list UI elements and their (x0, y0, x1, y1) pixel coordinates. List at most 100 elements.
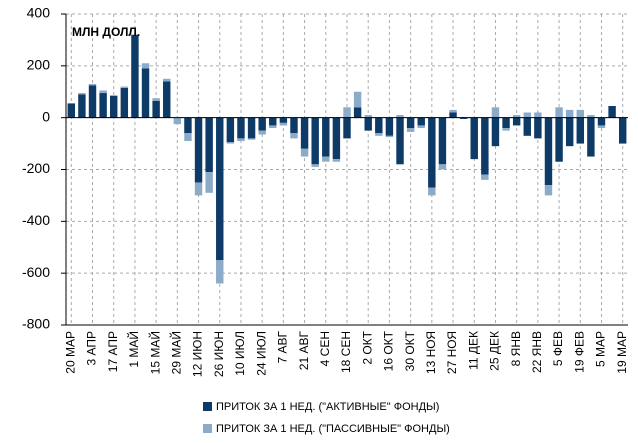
bar-segment (343, 107, 351, 118)
bar-segment (205, 117, 213, 173)
bar-segment (258, 130, 266, 135)
bar-segment (279, 117, 288, 123)
x-tick-label: 20 МАР (63, 331, 77, 374)
bar-segment (99, 90, 107, 94)
x-tick-label: 3 АПР (85, 331, 99, 366)
bar-segment (502, 117, 510, 129)
bar-segment (163, 81, 171, 118)
legend-label: ПРИТОК ЗА 1 НЕД. ("АКТИВНЫЕ" ФОНДЫ) (216, 401, 439, 413)
x-tick-label: 21 АВГ (297, 330, 311, 370)
bar-segment (364, 115, 372, 118)
y-tick-label: 400 (27, 5, 51, 21)
bar-segment (226, 117, 235, 143)
bar-segment (88, 85, 97, 118)
bar-segment (269, 117, 277, 126)
bar-segment (343, 117, 351, 139)
y-tick-label: -600 (22, 264, 50, 280)
x-tick-label: 22 ЯНВ (530, 331, 544, 373)
x-tick-label: 4 СЕН (318, 331, 332, 366)
bar-segment (364, 117, 372, 131)
bar-segment (597, 117, 606, 126)
bar-segment (375, 133, 383, 136)
bar-segment (534, 117, 542, 139)
bar-segment (184, 117, 192, 134)
bar-segment (269, 125, 277, 129)
bar-segment (406, 117, 415, 129)
x-tick-label: 5 ФЕВ (551, 331, 565, 366)
bar-segment (120, 86, 129, 88)
bar-segment (406, 128, 415, 132)
bar-segment (576, 109, 584, 118)
legend-marker (203, 424, 212, 433)
x-tick-label: 16 ОКТ (382, 330, 396, 371)
x-tick-label: 25 ДЕК (488, 331, 502, 371)
y-tick-label: 0 (42, 108, 50, 124)
bar-segment (67, 103, 76, 118)
bar-segment (438, 164, 447, 170)
bar-segment (110, 95, 118, 118)
bar-segment (237, 117, 245, 139)
bar-segment (353, 107, 362, 118)
legend-marker (203, 402, 212, 411)
bar-segment (290, 117, 298, 134)
bar-segment (428, 117, 436, 188)
bar-segment (481, 117, 489, 175)
bar-segment (78, 93, 86, 95)
bar-segment (608, 106, 616, 118)
y-tick-label: 200 (27, 57, 51, 73)
bar-segment (491, 117, 500, 147)
y-tick-label: -200 (22, 160, 50, 176)
grid (66, 13, 628, 326)
x-tick-label: 29 МАЙ (169, 331, 184, 374)
bar-segment (216, 260, 224, 284)
x-tick-label: 5 МАР (594, 331, 608, 367)
bar-segment (587, 115, 595, 118)
bar-segment (459, 117, 468, 119)
x-tick-label: 2 ОКТ (360, 330, 374, 364)
x-tick-label: 30 ОКТ (403, 330, 417, 371)
bar-segment (565, 109, 574, 118)
y-tick-label: -800 (22, 316, 50, 332)
bar-segment (78, 94, 86, 118)
bar-segment (88, 83, 97, 86)
bar-segment (481, 174, 489, 180)
bar-segment (332, 117, 341, 160)
x-tick-label: 10 ИЮЛ (233, 331, 247, 376)
bar-segment (131, 34, 139, 118)
x-tick-label: 24 ИЮЛ (254, 331, 268, 376)
bar-segment (152, 100, 160, 118)
bar-segment (417, 125, 425, 129)
bar-segment (555, 107, 563, 118)
bar-segment (322, 117, 330, 157)
bar-segment (428, 187, 436, 196)
bar-segment (194, 117, 203, 183)
x-tick-label: 27 НОЯ (445, 331, 459, 374)
bar-segment (417, 117, 425, 126)
unit-annotation: МЛН ДОЛЛ. (72, 25, 140, 39)
bar-segment (184, 133, 192, 141)
x-tick-label: 1 МАЙ (126, 331, 141, 368)
bar-segment (512, 115, 521, 118)
bar-segment (449, 109, 457, 113)
bar-segment (396, 115, 404, 118)
bar-segment (300, 117, 309, 149)
bar-segment (322, 156, 330, 162)
bar-segment (597, 125, 606, 129)
bar-segment (449, 112, 457, 118)
bar-segment (141, 68, 150, 118)
bar-segment (470, 117, 478, 160)
x-tick-label: 11 ДЕК (466, 331, 480, 370)
bar-segment (491, 107, 500, 118)
bar-segment (237, 138, 245, 141)
x-tick-label: 19 МАР (615, 331, 629, 374)
legend-label: ПРИТОК ЗА 1 НЕД. ("ПАССИВНЫЕ" ФОНДЫ) (216, 423, 450, 435)
bar-segment (587, 117, 595, 157)
bar-segment (99, 93, 107, 118)
bar-segment (258, 117, 266, 131)
bar-segment (385, 117, 394, 136)
bar-segment (438, 117, 447, 165)
bar-segment (396, 117, 404, 165)
bar-segment (152, 98, 160, 101)
bar-segment (555, 117, 563, 162)
